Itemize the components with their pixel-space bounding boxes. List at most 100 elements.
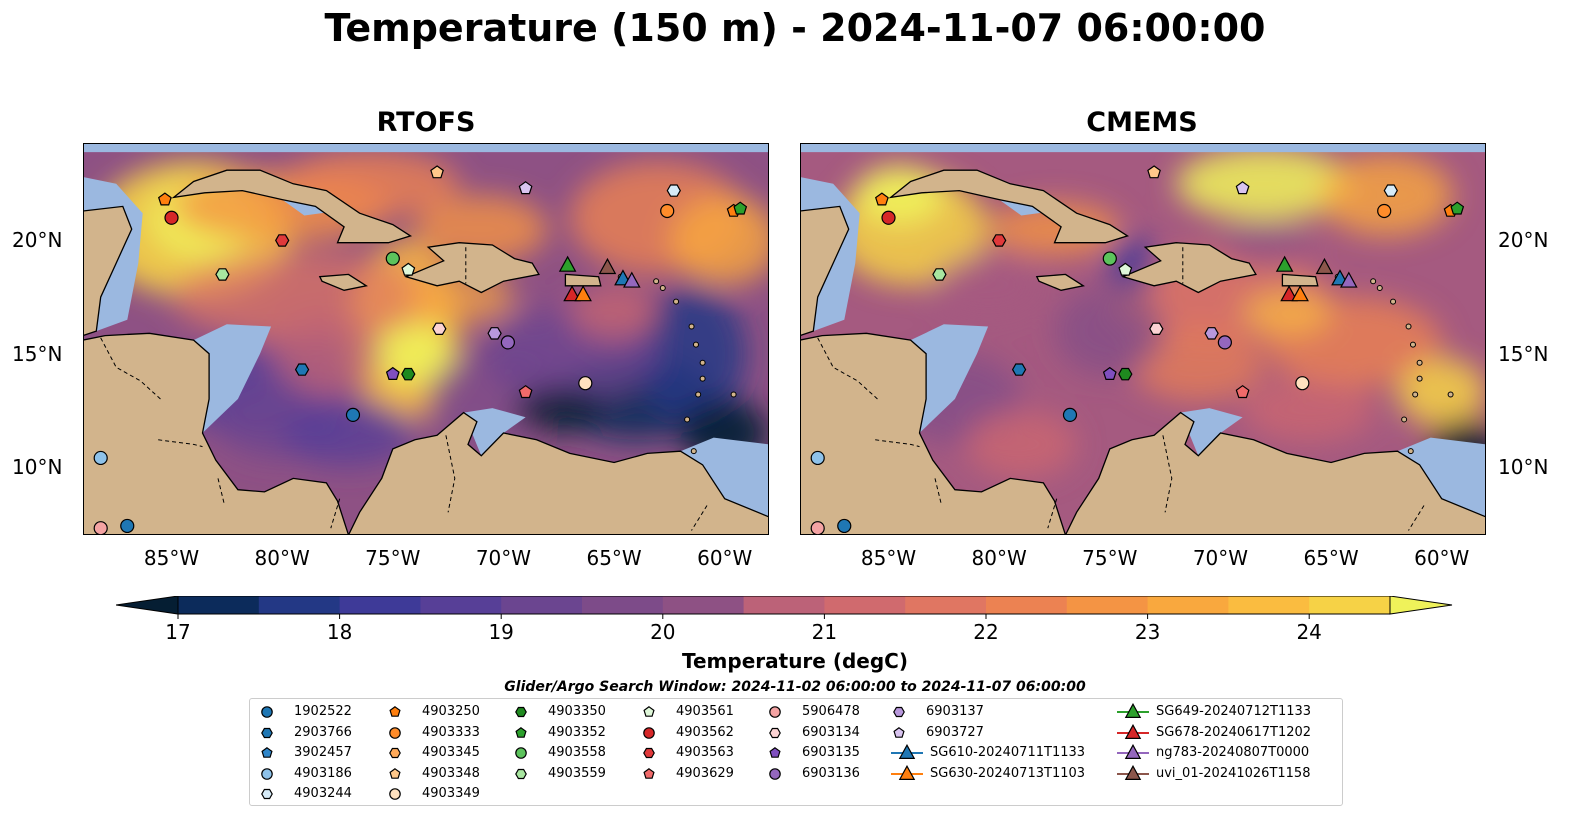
x-tick-label: 80°W (971, 546, 1027, 570)
legend-marker (643, 726, 655, 739)
observation-marker (1102, 366, 1117, 380)
legend-label: 1902522 (294, 704, 352, 719)
legend-label: 6903134 (802, 724, 860, 740)
observation-marker (1339, 271, 1358, 288)
legend-marker (261, 727, 273, 738)
observation-marker (1011, 363, 1027, 376)
x-tick-label: 65°W (586, 546, 642, 570)
colorbar-extend-max (1389, 596, 1453, 615)
temperature-anomaly (1131, 328, 1265, 402)
colorbar-tick-label: 19 (488, 620, 514, 644)
cmems-map (800, 143, 1486, 535)
legend-label: 4903186 (294, 765, 352, 781)
temperature-anomaly (569, 285, 659, 341)
x-tick-label: 60°W (1414, 546, 1470, 570)
country-border (691, 505, 708, 531)
colorbar-tick-label: 23 (1134, 620, 1161, 644)
legend-marker (893, 726, 905, 738)
land-hispaniola (404, 242, 540, 294)
observation-marker (666, 184, 681, 197)
map-frame (83, 143, 769, 535)
country-border (217, 478, 226, 506)
island (1447, 391, 1454, 398)
legend-marker (261, 767, 273, 780)
x-tick-label: 85°W (143, 546, 200, 570)
observation-marker (1295, 376, 1310, 391)
legend-marker (261, 706, 273, 718)
temperature-anomaly (1220, 222, 1309, 268)
legend-marker (893, 706, 905, 718)
colorbar-tick-label: 24 (1296, 620, 1322, 644)
observation-marker (1235, 384, 1250, 399)
land-puertorico (1281, 273, 1319, 287)
observation-marker (1118, 262, 1133, 276)
legend-label: ng783-20240807T0000 (1156, 745, 1310, 761)
land-central (83, 332, 350, 535)
island (1405, 323, 1412, 330)
colorbar-segment (1228, 596, 1310, 614)
colorbar-segment (1147, 596, 1229, 614)
map-frame (800, 143, 1486, 535)
temperature-anomaly (514, 387, 604, 434)
colorbar-extend-min (116, 596, 179, 615)
rtofs-map (83, 143, 769, 535)
land-yucatan (83, 143, 133, 337)
observation-marker (574, 285, 592, 302)
colorbar-segment (1309, 596, 1391, 614)
observation-marker (1149, 322, 1164, 335)
legend-marker (515, 768, 527, 779)
legend-label: 4903558 (548, 745, 606, 761)
shallow-shelf (1180, 408, 1243, 456)
island (1401, 416, 1408, 423)
legend-label: 4903561 (676, 704, 734, 719)
observation-marker (874, 192, 889, 206)
observation-marker (881, 210, 896, 225)
y-tick-label-right: 20°N (1498, 228, 1549, 253)
observation-marker (500, 335, 515, 350)
observation-marker (430, 165, 444, 179)
legend-marker (515, 726, 527, 738)
country-border (934, 478, 943, 506)
legend-marker (261, 789, 273, 800)
colorbar-tick-label: 21 (811, 620, 838, 644)
country-border (1047, 498, 1058, 529)
map-content (83, 143, 769, 535)
observation-marker (1102, 251, 1117, 266)
land-hispaniola (1121, 242, 1257, 294)
x-tick-label: 80°W (254, 546, 310, 570)
legend-label: 6903135 (802, 745, 860, 761)
observation-marker (1217, 335, 1232, 350)
legend-label: 4903250 (422, 704, 480, 719)
colorbar-segment (986, 596, 1068, 614)
colorbar-tick-label: 17 (165, 620, 191, 644)
x-tick-label: 75°W (1082, 546, 1138, 570)
country-border (1162, 435, 1173, 513)
island (699, 359, 706, 366)
temperature-anomaly (1176, 147, 1354, 221)
shallow-shelf (800, 143, 1486, 153)
island (1407, 448, 1414, 455)
y-tick-label-left: 20°N (12, 228, 63, 253)
legend-marker (389, 726, 401, 739)
legend-marker (891, 744, 923, 760)
land-puertorico (564, 273, 602, 287)
legend-label: 3902457 (294, 745, 352, 761)
temperature-anomaly (1242, 378, 1376, 443)
colorbar-segment (824, 596, 906, 614)
legend-marker (643, 706, 655, 717)
legend: 1902522 2903766 3902457 4903186 4903244 49032… (249, 698, 1343, 806)
shallow-shelf (800, 177, 860, 332)
observation-marker (93, 521, 108, 535)
x-tick-label: 85°W (860, 546, 917, 570)
observation-marker (837, 518, 852, 534)
island (673, 298, 680, 305)
x-tick-label: 65°W (1303, 546, 1359, 570)
map-content (800, 143, 1486, 535)
legend-marker (1117, 764, 1149, 780)
observation-marker (1280, 285, 1298, 302)
land-yucatan (800, 143, 850, 337)
temperature-anomaly (1054, 285, 1166, 377)
colorbar-segment (1066, 596, 1149, 614)
shallow-shelf (463, 408, 526, 456)
legend-label: 4903244 (294, 786, 352, 802)
